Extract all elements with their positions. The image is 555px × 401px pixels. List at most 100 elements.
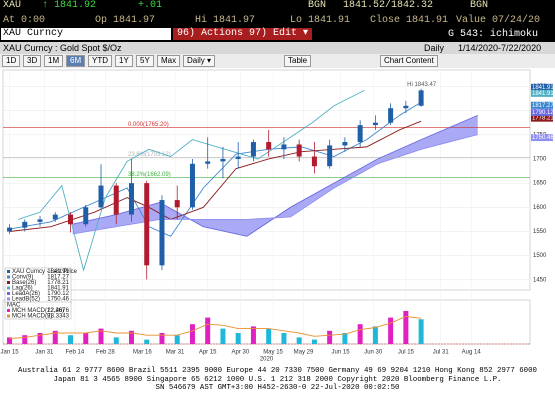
histogram-bar <box>296 337 302 344</box>
chart-content-button[interactable]: Chart Content <box>380 55 438 67</box>
histogram-bar <box>266 328 272 344</box>
stats-bar: At 0:00 Op 1841.97 Hi 1841.97 Lo 1841.91 Clo… <box>0 13 555 27</box>
legend-value: 22.4676 <box>47 308 69 314</box>
histogram-bar <box>388 317 394 344</box>
candle-body <box>83 207 89 225</box>
candle-body <box>235 156 241 159</box>
high-note: Hi 1843.47 <box>407 82 437 88</box>
candle-body <box>372 122 378 126</box>
footer-line: Australia 61 2 9777 8600 Brazil 5511 239… <box>18 367 537 375</box>
bid-ask: 1841.52/1842.32 <box>343 0 434 11</box>
signal-line <box>9 316 422 339</box>
x-tick-label: Feb 28 <box>96 350 115 356</box>
y-tick-label: 1700 <box>533 157 547 163</box>
period-button[interactable]: Max <box>157 55 181 67</box>
stat: Hi 1841.97 <box>195 15 256 26</box>
candle-body <box>281 144 287 150</box>
histogram-bar <box>403 311 409 344</box>
x-tick-label: May 29 <box>294 350 314 356</box>
x-tick-label: Jan 15 <box>1 350 20 356</box>
x-tick-label: Jun 30 <box>364 350 383 356</box>
stat: Lo 1841.91 <box>290 15 351 26</box>
frequency: Daily <box>424 43 445 53</box>
histogram-bar <box>372 326 378 344</box>
candle-body <box>220 158 226 162</box>
candle-body <box>403 105 409 109</box>
histogram-bar <box>7 337 13 344</box>
period-button[interactable]: 3D <box>23 55 42 67</box>
price-tag-label: 1750.46 <box>532 135 554 141</box>
candle-body <box>342 142 348 146</box>
legend-name: Lag(26) <box>12 286 33 292</box>
legend-swatch <box>7 292 10 295</box>
histogram-bar <box>205 317 211 344</box>
legend-box <box>4 267 72 304</box>
histogram-bar <box>311 339 317 344</box>
cloud <box>72 115 478 237</box>
x-tick-label: Feb 14 <box>66 350 85 356</box>
legend-name: LeadB(52) <box>12 297 40 303</box>
source: BGN <box>308 0 327 11</box>
candle-body <box>311 156 317 167</box>
template: G 543: ichimoku <box>448 29 539 40</box>
price-tag <box>531 101 553 109</box>
period-button[interactable]: 1M <box>44 55 64 67</box>
candle-body <box>52 214 58 220</box>
stat: Op 1841.97 <box>95 15 156 26</box>
histogram-bar <box>83 333 89 344</box>
price-tag-label: 1778.21 <box>532 116 554 122</box>
candle-body <box>357 125 363 143</box>
x-tick-label: Mar 16 <box>133 350 152 356</box>
x-tick-label: Apr 30 <box>232 350 250 356</box>
price-tag-label: 1817.27 <box>532 103 554 109</box>
stat: At 0:00 <box>3 15 46 26</box>
legend-swatch <box>7 309 10 312</box>
histogram-bar <box>113 337 119 344</box>
candle-body <box>37 219 43 222</box>
candle-body <box>189 163 195 208</box>
indicator-line <box>18 89 365 272</box>
histogram-bar <box>68 335 74 344</box>
footer-line: SN 546679 AST GMT+3:00 H452-2630-0 22-Ju… <box>155 384 400 392</box>
y-tick-label: 1600 <box>533 205 547 211</box>
x-tick-label: May 15 <box>263 350 283 356</box>
period-button[interactable]: 1D <box>2 55 21 67</box>
price-tag-label: 1841.91 <box>532 91 554 97</box>
histogram-bar <box>342 333 348 344</box>
histogram-bar <box>174 335 180 344</box>
legend-value: 23.3343 <box>47 314 69 320</box>
legend-swatch <box>7 286 10 290</box>
x-tick-label: Jun 15 <box>332 350 351 356</box>
ticker-input[interactable]: XAU Curncy <box>1 28 171 40</box>
range: 1/14/2020-7/22/2020 <box>458 43 542 53</box>
indicator-line <box>72 134 478 235</box>
actions-button[interactable]: 96) Actions ▾ <box>173 28 259 40</box>
price-tag-label: 1841.91 <box>532 85 554 91</box>
legend-box <box>4 301 72 320</box>
histogram-bar <box>159 333 165 344</box>
x-tick-label: Mar 31 <box>166 350 185 356</box>
stat: Value 07/24/20 <box>456 15 541 26</box>
description-bar: XAU Curncy : Gold Spot $/Oz Daily 1/14/2… <box>0 42 555 54</box>
chart: 145015001550160016501700175018001850Jan … <box>0 68 555 366</box>
x-tick-label: Jul 15 <box>398 350 415 356</box>
histogram-bar <box>418 319 424 344</box>
period-button[interactable]: 5Y <box>136 55 154 67</box>
table-button[interactable]: Table <box>284 55 312 67</box>
histogram-bar <box>327 330 333 344</box>
price-tag <box>531 89 553 97</box>
legend-swatch <box>7 281 10 284</box>
candle-body <box>388 108 394 123</box>
legend-value: 1790.12 <box>47 291 69 297</box>
period-button[interactable]: 6M <box>66 55 86 67</box>
period-button[interactable]: 1Y <box>115 55 133 67</box>
candle-body <box>418 90 424 106</box>
period-button[interactable]: YTD <box>88 55 112 67</box>
period-button[interactable]: Daily ▾ <box>183 55 216 67</box>
candle-body <box>7 227 13 232</box>
reference-label: 38.2%(1662.09) <box>128 172 171 178</box>
edit-button[interactable]: 97) Edit ▾ <box>245 28 313 40</box>
change: +.01 <box>138 0 163 11</box>
x-tick-label: Jan 31 <box>35 350 54 356</box>
